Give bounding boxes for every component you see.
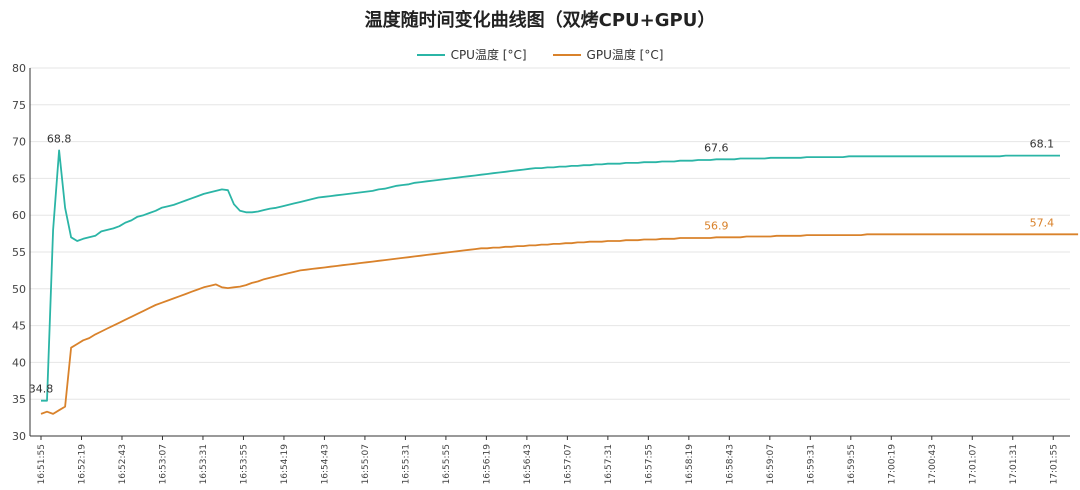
x-tick-label: 16:53:55 [239,444,249,484]
y-tick-label: 50 [12,283,26,296]
legend-swatch-cpu [416,53,445,56]
x-tick-label: 17:00:19 [887,444,897,485]
x-tick-label: 16:55:55 [442,444,452,484]
x-tick-label: 16:53:07 [158,444,168,484]
y-tick-label: 80 [12,62,26,75]
data-label: 56.9 [704,219,729,232]
legend-swatch-gpu [552,53,581,56]
x-tick-label: 16:59:07 [766,444,776,484]
x-tick-label: 16:59:55 [847,444,857,484]
legend-label-gpu: GPU温度 [°C] [586,48,664,62]
x-tick-label: 16:57:31 [604,444,614,484]
y-tick-label: 60 [12,209,26,222]
x-tick-label: 16:55:31 [401,444,411,484]
y-tick-label: 35 [12,393,26,406]
x-tick-label: 16:57:07 [563,444,573,484]
x-tick-label: 17:01:55 [1049,444,1059,484]
x-tick-label: 16:52:19 [77,444,87,485]
y-tick-label: 40 [12,356,26,369]
y-tick-label: 70 [12,136,26,149]
data-label: 68.1 [1030,138,1055,151]
data-label: 67.6 [704,141,729,154]
x-tick-label: 16:56:19 [482,444,492,485]
legend-label-cpu: CPU温度 [°C] [450,48,527,62]
y-tick-label: 65 [12,172,26,185]
chart-legend: CPU温度 [°C] GPU温度 [°C] [0,46,1080,63]
y-tick-label: 45 [12,320,26,333]
x-tick-label: 16:56:43 [523,444,533,484]
series-line-cpu[interactable] [41,149,1060,402]
x-tick-label: 16:58:43 [725,444,735,484]
x-tick-label: 16:51:55 [37,444,47,484]
x-tick-label: 16:54:19 [280,444,290,485]
x-tick-label: 16:52:43 [118,444,128,484]
y-tick-label: 75 [12,99,26,112]
data-label: 68.8 [47,132,72,145]
x-tick-label: 17:00:43 [928,444,938,484]
x-tick-label: 16:54:43 [320,444,330,484]
x-tick-label: 16:55:07 [361,444,371,484]
x-tick-label: 17:01:31 [1009,444,1019,484]
legend-item-gpu[interactable]: GPU温度 [°C] [552,46,664,63]
series-line-gpu[interactable] [40,233,1079,415]
legend-item-cpu[interactable]: CPU温度 [°C] [416,46,527,63]
y-tick-label: 30 [12,430,26,443]
x-tick-label: 16:53:31 [199,444,209,484]
data-label: 34.8 [29,383,54,396]
x-tick-label: 16:57:55 [644,444,654,484]
data-label: 57.4 [1030,216,1055,229]
x-tick-label: 16:58:19 [685,444,695,485]
x-tick-label: 17:01:07 [968,444,978,484]
chart-title: 温度随时间变化曲线图（双烤CPU+GPU） [364,10,716,31]
y-tick-label: 55 [12,246,26,259]
x-tick-label: 16:59:31 [806,444,816,484]
